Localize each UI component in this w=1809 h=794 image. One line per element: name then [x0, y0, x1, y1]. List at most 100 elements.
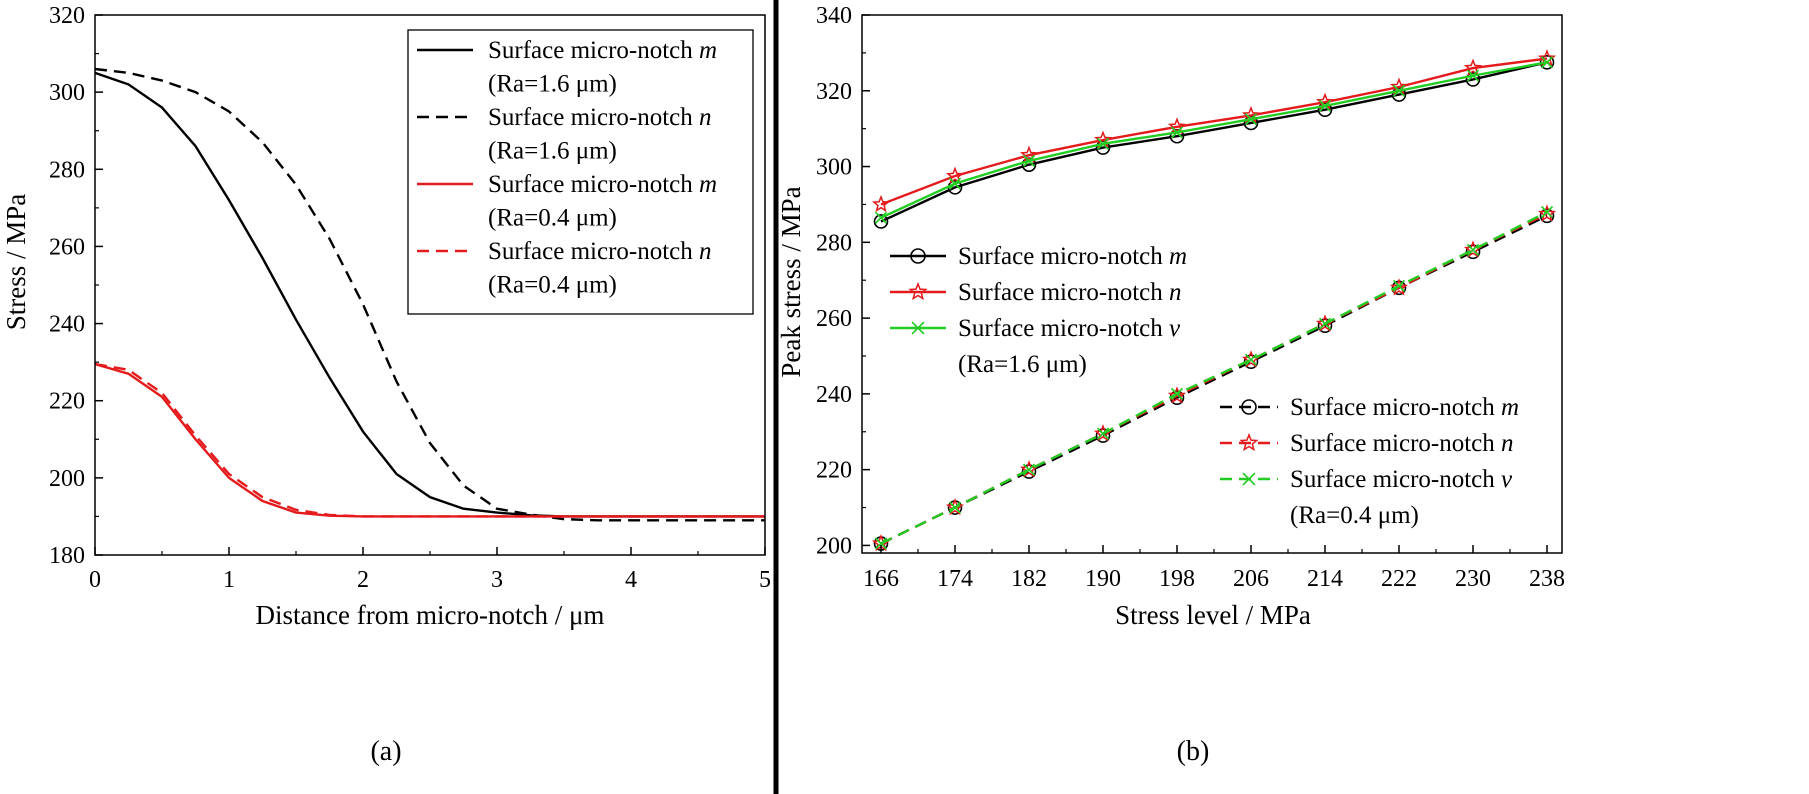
panel-a-y-tick-label-2: 220	[49, 389, 85, 415]
panel-a-x-tick-label-3: 3	[491, 567, 503, 593]
panel-b-point-5-5	[1244, 353, 1258, 366]
panel-a-axes: 0 1 2 3 4 5 180 200 220 240 260 280 300 320	[49, 3, 771, 593]
panel-a-x-tick-label-5: 5	[759, 567, 771, 593]
panel-b-x-axis-label: Stress level / MPa	[1115, 600, 1311, 630]
panel-b-legend-upper-label-0: Surface micro-notch m	[958, 243, 1187, 270]
panel-a-legend-label-7: (Ra=0.4 μm)	[488, 272, 617, 299]
panel-b-axes: 166 174 182 190 198 206 214 222 230 238 200 220 240 2…	[816, 3, 1565, 592]
panel-b-legend-lower-label-2: Surface micro-notch v	[1290, 466, 1513, 493]
panel-b-frame	[861, 14, 1563, 554]
panel-b-x-tick-label-2: 182	[1011, 566, 1047, 592]
panel-b-legend-lower-marker-0	[1241, 399, 1257, 415]
panel-b-y-tick-label-1: 220	[816, 458, 852, 484]
panel-b-point-4-9	[1537, 204, 1557, 222]
panel-b-point-2-1	[948, 177, 962, 190]
panel-b-point-5-4	[1170, 387, 1184, 400]
panel-b-label: (b)	[1177, 736, 1210, 767]
panel-b-y-tick-label-6: 320	[816, 79, 852, 105]
panel-b-y-tick-label-2: 240	[816, 382, 852, 408]
panel-b-x-tick-label-8: 230	[1455, 566, 1491, 592]
panel-b-x-tick-label-9: 238	[1529, 566, 1565, 592]
panel-a-series-line-1	[94, 67, 765, 522]
panel-b-legend-upper-marker-0	[910, 248, 926, 264]
panel-b-y-tick-label-7: 340	[816, 3, 852, 29]
panel-b-series-line-2	[880, 61, 1548, 219]
panel-b-point-1-0	[871, 194, 891, 213]
panel-a-legend: Surface micro-notch m (Ra=1.6 μm) Surface …	[407, 29, 754, 315]
panel-b-legend-upper-label-3: (Ra=1.6 μm)	[958, 351, 1087, 378]
panel-b-point-0-8	[1465, 72, 1481, 87]
panel-b-point-3-2	[1021, 464, 1037, 479]
panel-b-x-tick-label-7: 222	[1381, 566, 1417, 592]
panel-a-y-tick-label-1: 200	[49, 466, 85, 492]
panel-b-point-5-1	[948, 501, 962, 514]
panel-b-y-tick-label-3: 260	[816, 306, 852, 332]
panel-b-point-5-2	[1022, 463, 1036, 476]
panel-b-chart: 166 174 182 190 198 206 214 222 230 238 200 220 240 2…	[776, 3, 1565, 767]
panel-a-legend-label-1: (Ra=1.6 μm)	[488, 71, 617, 98]
panel-b-point-5-7	[1392, 279, 1406, 293]
panel-b-point-1-1	[945, 166, 965, 184]
panel-b-y-tick-label-4: 280	[816, 230, 852, 256]
panel-a-legend-label-4: Surface micro-notch m	[488, 171, 717, 198]
panel-a-y-axis-label: Stress / MPa	[1, 194, 31, 331]
panel-a-y-tick-label-7: 320	[49, 3, 85, 29]
panel-b-legend-lower-label-1: Surface micro-notch n	[1290, 430, 1514, 457]
panel-b-legend-upper: Surface micro-notch m Surface micro-notch…	[890, 243, 1187, 378]
panel-b-series-line-5	[880, 210, 1548, 545]
panel-a-legend-label-5: (Ra=0.4 μm)	[488, 205, 617, 232]
panel-b-point-3-6	[1317, 318, 1333, 333]
panel-b-legend-lower-marker-1	[1239, 432, 1259, 452]
panel-b-point-4-1	[945, 498, 965, 516]
panel-b-point-4-7	[1389, 278, 1409, 296]
panel-a-y-tick-label-6: 300	[49, 80, 85, 106]
panel-b-point-3-3	[1095, 428, 1111, 443]
panel-b-legend-upper-label-2: Surface micro-notch v	[958, 315, 1181, 342]
panel-b-series-line-0	[880, 61, 1548, 223]
panel-b-legend-upper-marker-1	[908, 281, 928, 301]
panel-a-series-line-2	[94, 362, 765, 518]
panel-a-x-tick-label-1: 1	[223, 567, 235, 593]
panel-b-legend-upper-label-1: Surface micro-notch n	[958, 279, 1182, 306]
panel-a-series-line-3	[94, 362, 765, 518]
panel-b-legend-lower-label-3: (Ra=0.4 μm)	[1290, 502, 1419, 529]
panel-b-point-2-5	[1244, 113, 1258, 126]
panel-b-point-5-8	[1466, 243, 1480, 257]
panel-a-y-tick-label-3: 240	[49, 312, 85, 338]
panel-b-point-5-6	[1318, 317, 1332, 330]
panel-b-point-2-0	[874, 211, 888, 224]
panel-b-y-axis-label: Peak stress / MPa	[776, 186, 806, 377]
panel-b-point-4-4	[1167, 386, 1187, 404]
panel-a-y-tick-label-5: 280	[49, 157, 85, 183]
panel-b-legend-lower-label-0: Surface micro-notch m	[1290, 394, 1519, 421]
panel-b-y-tick-label-0: 200	[816, 533, 852, 559]
panel-a-plot-area	[94, 67, 765, 522]
panel-b-x-tick-label-6: 214	[1307, 566, 1343, 592]
panel-b-point-5-0	[874, 537, 888, 550]
panel-b-legend-upper-marker-2	[911, 321, 925, 335]
panel-b-point-2-4	[1170, 126, 1184, 139]
panel-b-point-2-2	[1022, 154, 1036, 167]
panel-a-legend-label-2: Surface micro-notch n	[488, 104, 712, 131]
panel-b-series-line-1	[880, 57, 1548, 206]
panel-a-label: (a)	[370, 736, 401, 767]
panel-a-x-axis-label: Distance from micro-notch / μm	[256, 600, 605, 630]
panel-a-legend-label-0: Surface micro-notch m	[488, 37, 717, 64]
panel-b-point-0-0	[873, 214, 889, 229]
panel-b-legend-lower-marker-2	[1242, 472, 1256, 486]
panel-a-legend-label-3: (Ra=1.6 μm)	[488, 138, 617, 165]
panel-b-point-2-3	[1096, 137, 1110, 150]
panel-b-point-2-6	[1318, 99, 1332, 113]
panel-b-point-2-9	[1540, 56, 1554, 69]
panel-b-x-tick-label-4: 198	[1159, 566, 1195, 592]
panel-b-point-2-8	[1466, 69, 1480, 82]
panel-b-y-tick-label-5: 300	[816, 155, 852, 181]
panel-b-point-1-4	[1167, 117, 1187, 135]
panel-a-x-tick-label-2: 2	[357, 567, 369, 593]
panel-b-x-tick-label-3: 190	[1085, 566, 1121, 592]
panel-b-point-1-8	[1463, 58, 1483, 76]
panel-b-x-tick-label-1: 174	[937, 566, 973, 592]
panel-b-legend-lower: Surface micro-notch m Surface micro-notch…	[1220, 394, 1519, 529]
panel-a-legend-label-6: Surface micro-notch n	[488, 238, 712, 265]
